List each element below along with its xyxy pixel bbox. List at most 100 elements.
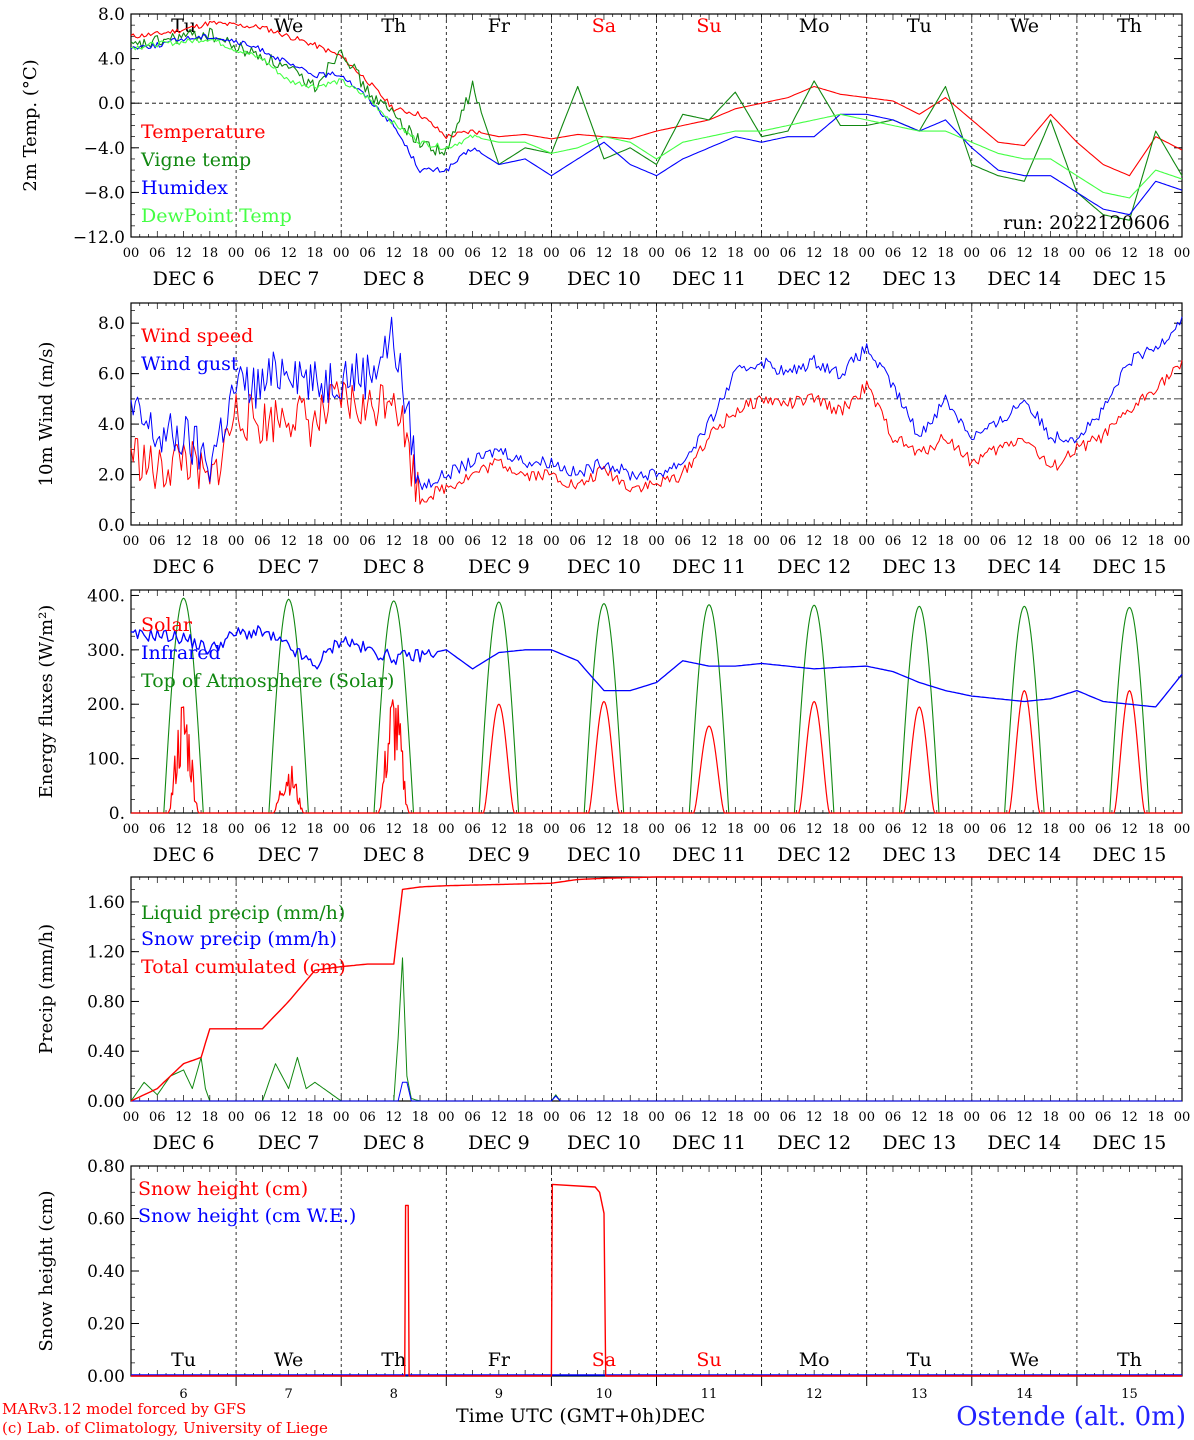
solar-line: [131, 689, 1182, 814]
hour-tick-label: 00: [964, 246, 981, 261]
hour-tick-label: 12: [1016, 822, 1033, 837]
hour-tick-label: 06: [990, 246, 1007, 261]
hour-tick-label: 00: [858, 1110, 875, 1125]
y-tick-label: 0.0: [98, 94, 125, 114]
legend-entry: Infrared: [141, 642, 221, 664]
hour-tick-label: 06: [780, 534, 797, 549]
date-label: DEC 6: [153, 556, 215, 578]
hour-tick-label: 18: [1147, 1110, 1164, 1125]
y-tick-label: 0.40: [87, 1042, 125, 1062]
date-label: DEC 12: [777, 1132, 851, 1154]
infrared-line: [130, 625, 1183, 708]
date-label: DEC 9: [468, 1132, 530, 1154]
hour-tick-label: 12: [175, 1110, 192, 1125]
hour-tick-label: 12: [806, 822, 823, 837]
date-label: DEC 15: [1093, 844, 1167, 866]
y-tick-label: 100.: [87, 750, 125, 770]
hour-tick-label: 12: [385, 534, 402, 549]
y-tick-label: 6.0: [98, 365, 125, 385]
y-axis-label: 2m Temp. (°C): [20, 59, 41, 191]
hour-tick-label: 00: [858, 534, 875, 549]
hour-tick-label: 06: [780, 1110, 797, 1125]
date-label: DEC 6: [153, 268, 215, 290]
wind-series-line: [130, 316, 1183, 491]
weekday-label: We: [274, 15, 303, 37]
hour-tick-label: 18: [517, 1110, 534, 1125]
hour-tick-label: 12: [701, 534, 718, 549]
hour-tick-label: 00: [123, 822, 140, 837]
y-tick-label: −12.0: [73, 228, 125, 248]
hour-tick-label: 00: [964, 1110, 981, 1125]
weekday-label: Tu: [171, 1349, 196, 1371]
hour-tick-label: 18: [727, 534, 744, 549]
hour-tick-label: 06: [359, 246, 376, 261]
hour-tick-label: 18: [202, 1110, 219, 1125]
hour-tick-label: 00: [858, 822, 875, 837]
hour-tick-label: 06: [464, 246, 481, 261]
y-tick-label: −4.0: [84, 139, 125, 159]
weekday-label: We: [1010, 15, 1039, 37]
y-tick-label: 0.00: [87, 1367, 125, 1387]
hour-tick-label: 00: [438, 822, 455, 837]
hour-tick-label: 18: [412, 822, 429, 837]
hour-tick-label: 00: [1069, 822, 1086, 837]
legend-entry: Total cumulated (cm): [141, 956, 346, 978]
y-tick-label: 4.0: [98, 415, 125, 435]
y-tick-label: 0.0: [98, 516, 125, 536]
hour-tick-label: 06: [254, 1110, 271, 1125]
date-label: DEC 14: [987, 1132, 1061, 1154]
legend-entry: Temperature: [141, 121, 265, 143]
run-label: run: 2022120606: [1003, 212, 1170, 234]
hour-tick-label: 12: [280, 1110, 297, 1125]
weekday-label: Th: [381, 15, 406, 37]
hour-tick-label: 18: [622, 246, 639, 261]
temperature-series-line: [130, 38, 1183, 199]
hour-tick-label: 12: [1121, 1110, 1138, 1125]
date-label: DEC 13: [882, 268, 956, 290]
hour-tick-label: 18: [412, 246, 429, 261]
hour-tick-label: 06: [1095, 534, 1112, 549]
hour-tick-label: 18: [622, 534, 639, 549]
y-tick-label: 4.0: [98, 50, 125, 70]
hour-tick-label: 00: [648, 534, 665, 549]
panel-frame: [130, 13, 1183, 238]
hour-tick-label: 18: [202, 534, 219, 549]
hour-tick-label: 18: [1147, 246, 1164, 261]
weekday-label: Tu: [907, 1349, 932, 1371]
cumulated-precip-line: [130, 876, 1182, 1102]
legend-entry: Snow height (cm W.E.): [138, 1205, 356, 1227]
y-axis-label: Energy fluxes (W/m²): [36, 605, 57, 799]
hour-tick-label: 00: [1069, 1110, 1086, 1125]
hour-tick-label: 12: [175, 534, 192, 549]
hour-tick-label: 00: [333, 822, 350, 837]
hour-tick-label: 06: [254, 534, 271, 549]
hour-tick-label: 00: [123, 246, 140, 261]
weekday-label: Su: [696, 15, 721, 37]
hour-tick-label: 18: [307, 534, 324, 549]
hour-tick-label: 00: [123, 534, 140, 549]
hour-tick-label: 18: [937, 1110, 954, 1125]
hour-tick-label: 12: [175, 822, 192, 837]
y-tick-label: 0.20: [87, 1315, 125, 1335]
date-label: DEC 7: [258, 268, 320, 290]
legend-entry: Solar: [141, 614, 193, 636]
hour-tick-label: 18: [832, 534, 849, 549]
date-label: DEC 9: [468, 268, 530, 290]
hour-tick-label: 12: [911, 246, 928, 261]
weekday-label: We: [274, 1349, 303, 1371]
hour-tick-label: 12: [491, 534, 508, 549]
x-axis-month: DEC: [661, 1405, 706, 1427]
hour-tick-label: 12: [175, 246, 192, 261]
hour-tick-label: 00: [753, 822, 770, 837]
day-number-label: 15: [1121, 1387, 1138, 1402]
hour-tick-label: 06: [149, 534, 166, 549]
hour-tick-label: 12: [491, 246, 508, 261]
y-tick-label: 0.: [109, 804, 125, 824]
hour-tick-label: 18: [727, 246, 744, 261]
temperature-series-line: [130, 27, 1183, 221]
y-tick-label: −8.0: [84, 183, 125, 203]
hour-tick-label: 12: [385, 246, 402, 261]
hour-tick-label: 06: [780, 246, 797, 261]
hour-tick-label: 00: [438, 246, 455, 261]
